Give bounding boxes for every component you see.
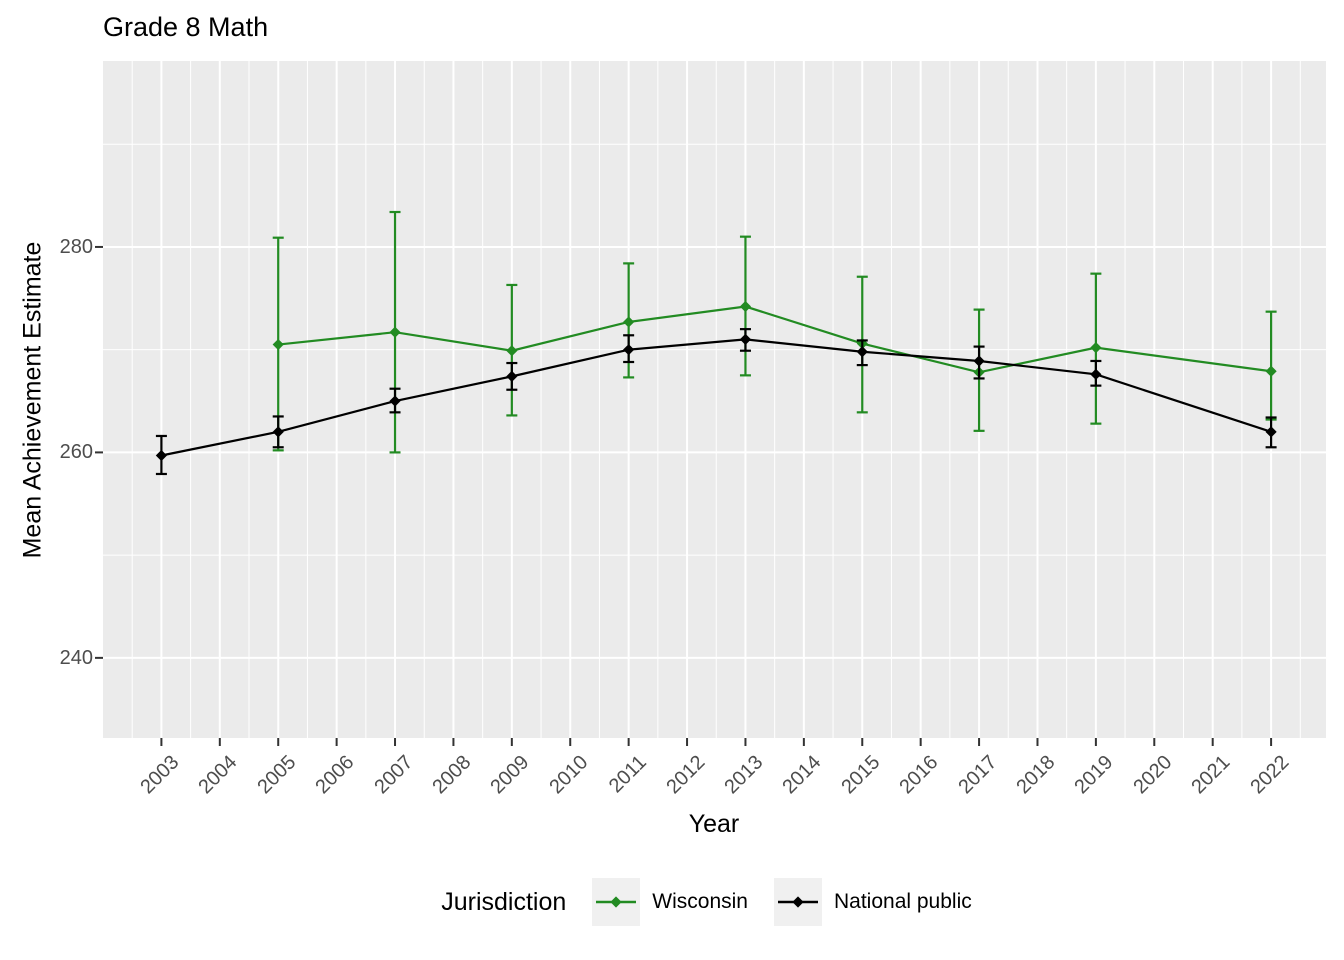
legend-marker-icon bbox=[610, 896, 622, 908]
legend-item-wisconsin: Wisconsin bbox=[592, 878, 764, 926]
series-national-public bbox=[155, 328, 1277, 476]
data-point-marker bbox=[389, 326, 401, 338]
data-point-marker bbox=[1090, 368, 1102, 380]
chart-title: Grade 8 Math bbox=[103, 12, 269, 42]
legend-marker-icon bbox=[792, 896, 804, 908]
y-tick-label: 260 bbox=[59, 441, 93, 464]
y-tick-label: 240 bbox=[59, 646, 93, 669]
x-axis-title: Year bbox=[688, 810, 740, 838]
legend: Jurisdiction Wisconsin National public bbox=[103, 878, 1326, 926]
data-point-marker bbox=[623, 316, 635, 328]
legend-key-swatch bbox=[774, 878, 822, 926]
data-point-marker bbox=[506, 345, 518, 357]
data-point-marker bbox=[389, 395, 401, 407]
data-point-marker bbox=[1265, 426, 1277, 438]
data-point-marker bbox=[1090, 342, 1102, 354]
series-line bbox=[161, 338, 1272, 457]
legend-key-swatch bbox=[592, 878, 641, 926]
legend-label: Wisconsin bbox=[652, 890, 748, 913]
data-point-marker bbox=[1265, 365, 1277, 377]
legend-item-national-public: National public bbox=[774, 878, 988, 926]
data-point-marker bbox=[623, 344, 635, 356]
y-axis-title: Mean Achievement Estimate bbox=[18, 241, 47, 559]
data-point-marker bbox=[739, 333, 752, 346]
y-tick-label: 280 bbox=[59, 235, 93, 258]
legend-items: Wisconsin National public bbox=[582, 878, 987, 926]
data-point-marker bbox=[739, 300, 752, 313]
data-point-marker bbox=[856, 346, 868, 358]
axis-ticks bbox=[95, 245, 1273, 746]
legend-title: Jurisdiction bbox=[441, 887, 567, 916]
legend-label: National public bbox=[834, 890, 972, 913]
data-point-marker bbox=[155, 449, 168, 462]
series-wisconsin bbox=[272, 210, 1277, 454]
plot-panel bbox=[103, 61, 1326, 738]
data-point-marker bbox=[506, 370, 518, 382]
data-point-marker bbox=[973, 355, 985, 367]
data-point-marker bbox=[272, 426, 284, 438]
gridlines-minor bbox=[103, 61, 1326, 738]
data-point-marker bbox=[272, 338, 284, 351]
